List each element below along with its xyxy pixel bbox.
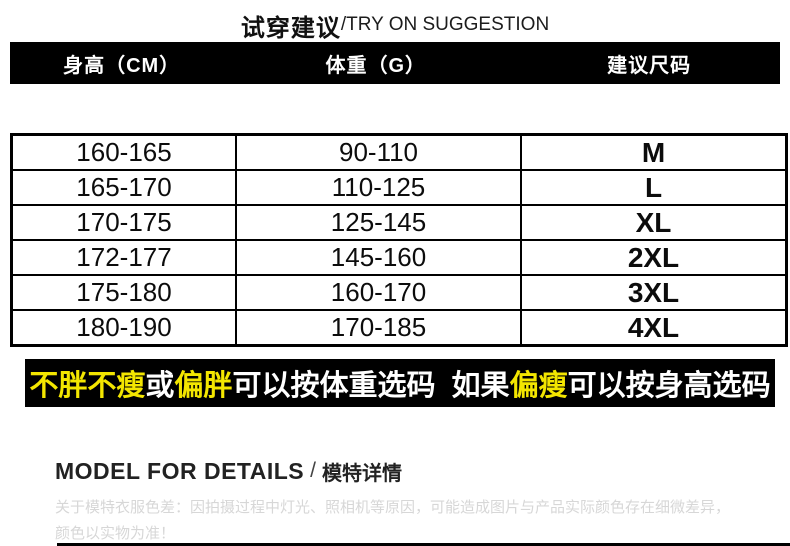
model-details-heading-cn: 模特详情 bbox=[322, 462, 402, 485]
column-header-height: 身高（CM） bbox=[63, 54, 181, 77]
banner-text-segment: 可以按身高选码 bbox=[567, 370, 771, 402]
color-note-line-2: 颜色以实物为准！ bbox=[55, 525, 176, 542]
table-cell: 4XL bbox=[520, 309, 788, 347]
table-cell: 175-180 bbox=[10, 274, 237, 311]
banner-text-segment: 或 bbox=[145, 370, 175, 402]
table-row: 170-175 125-145 XL bbox=[10, 204, 788, 241]
table-cell: 90-110 bbox=[235, 133, 522, 171]
page-title: 试穿建议/TRY ON SUGGESTION bbox=[0, 10, 790, 42]
table-cell: 180-190 bbox=[10, 309, 237, 347]
banner-text-segment: 不胖不瘦 bbox=[29, 370, 146, 402]
table-cell: 160-165 bbox=[10, 133, 237, 171]
column-header-size: 建议尺码 bbox=[607, 54, 692, 77]
color-difference-note: 关于模特衣服色差：因拍摄过程中灯光、照相机等原因，可能造成图片与产品实际颜色存在… bbox=[55, 495, 760, 546]
section-divider-line bbox=[57, 543, 790, 546]
size-chart-table: 160-165 90-110 M 165-170 110-125 L 170-175 125-… bbox=[10, 133, 788, 347]
table-row: 180-190 170-185 4XL bbox=[10, 309, 788, 347]
table-row: 165-170 110-125 L bbox=[10, 169, 788, 206]
table-cell: 172-177 bbox=[10, 239, 237, 276]
banner-text-segment: 偏瘦 bbox=[509, 370, 568, 402]
color-note-line-1: 关于模特衣服色差：因拍摄过程中灯光、照相机等原因，可能造成图片与产品实际颜色存在… bbox=[55, 499, 731, 516]
table-cell: 160-170 bbox=[235, 274, 522, 311]
table-row: 160-165 90-110 M bbox=[10, 133, 788, 171]
banner-text-segment: 可以按体重选码 如果 bbox=[232, 370, 510, 402]
table-cell: XL bbox=[520, 204, 788, 241]
model-details-heading: MODEL FOR DETAILS / 模特详情 bbox=[55, 456, 402, 486]
size-advice-banner: 不胖不瘦或偏胖 可以按体重选码 如果 偏瘦 可以按身高选码 bbox=[25, 359, 775, 407]
table-cell: 145-160 bbox=[235, 239, 522, 276]
table-header-bar: 身高（CM） 体重（G） 建议尺码 bbox=[10, 42, 780, 84]
heading-slash-separator: / bbox=[310, 459, 316, 482]
table-cell: 170-185 bbox=[235, 309, 522, 347]
column-header-weight: 体重（G） bbox=[325, 54, 427, 77]
table-row: 175-180 160-170 3XL bbox=[10, 274, 788, 311]
table-cell: 110-125 bbox=[235, 169, 522, 206]
table-cell: 2XL bbox=[520, 239, 788, 276]
table-cell: 3XL bbox=[520, 274, 788, 311]
table-cell: M bbox=[520, 133, 788, 171]
table-row: 172-177 145-160 2XL bbox=[10, 239, 788, 276]
page-title-en: /TRY ON SUGGESTION bbox=[340, 14, 550, 35]
banner-text-segment: 偏胖 bbox=[174, 370, 233, 402]
table-cell: 165-170 bbox=[10, 169, 237, 206]
table-cell: 170-175 bbox=[10, 204, 237, 241]
page-title-cn: 试穿建议 bbox=[240, 14, 341, 42]
model-details-heading-en: MODEL FOR DETAILS bbox=[55, 457, 305, 484]
size-chart-body: 160-165 90-110 M 165-170 110-125 L 170-175 125-… bbox=[10, 133, 788, 347]
table-cell: L bbox=[520, 169, 788, 206]
table-cell: 125-145 bbox=[235, 204, 522, 241]
